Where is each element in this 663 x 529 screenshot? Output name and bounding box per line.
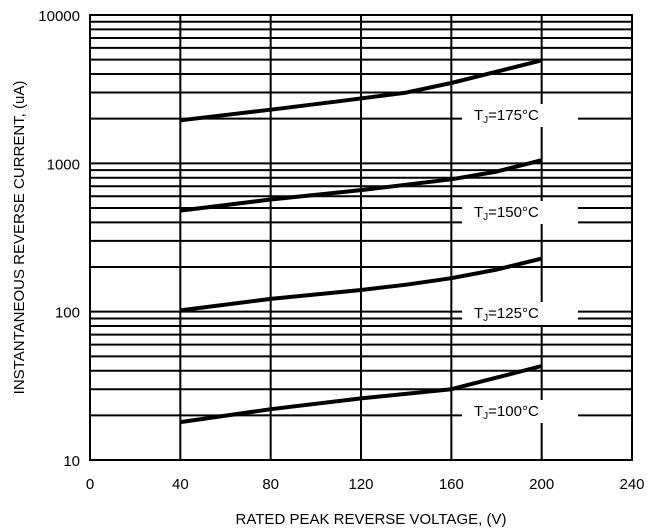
series-label-bg	[462, 302, 578, 325]
x-tick-label: 80	[262, 476, 279, 493]
series-label-subscript: J	[483, 313, 488, 324]
y-tick-label: 1000	[47, 156, 80, 173]
series-line-1	[180, 58, 543, 123]
series-line-3	[180, 256, 543, 313]
series-label-rest: =125°C	[488, 305, 539, 322]
x-axis-title: RATED PEAK REVERSE VOLTAGE, (V)	[236, 511, 507, 528]
series-label-bg	[462, 104, 578, 127]
series-line-4	[180, 364, 543, 425]
series-label-subscript: J	[483, 411, 488, 422]
series-lines	[180, 58, 543, 425]
x-tick-label: 40	[172, 476, 189, 493]
series-label-main: T	[474, 204, 483, 221]
series-label-3: TJ=125°C	[474, 305, 539, 324]
series-label-bg	[462, 201, 578, 224]
tick-labels: 0 40 80 120 160 200 240 10 100 1000 10000	[38, 8, 644, 493]
series-label-subscript: J	[483, 115, 488, 126]
series-label-rest: =175°C	[488, 107, 539, 124]
series-label-subscript: J	[483, 212, 488, 223]
y-tick-label: 100	[55, 305, 80, 322]
x-tick-label: 160	[439, 476, 464, 493]
x-tick-label: 120	[348, 476, 373, 493]
x-tick-label: 200	[529, 476, 554, 493]
series-line-2	[180, 158, 543, 213]
series-label-4: TJ=100°C	[474, 403, 539, 422]
y-tick-label: 10	[63, 453, 80, 470]
y-tick-label: 10000	[38, 8, 80, 25]
series-label-bg	[462, 400, 578, 423]
series-labels: TJ=175°CTJ=150°CTJ=125°CTJ=100°C	[462, 104, 578, 423]
series-label-rest: =100°C	[488, 403, 539, 420]
series-label-2: TJ=150°C	[474, 204, 539, 223]
y-axis-title: INSTANTANEOUS REVERSE CURRENT, (uA)	[11, 81, 28, 395]
x-tick-label: 0	[86, 476, 94, 493]
series-label-main: T	[474, 107, 483, 124]
series-label-1: TJ=175°C	[474, 107, 539, 126]
series-label-main: T	[474, 305, 483, 322]
series-label-main: T	[474, 403, 483, 420]
x-tick-label: 240	[619, 476, 644, 493]
grid-lines	[90, 15, 632, 460]
series-label-rest: =150°C	[488, 204, 539, 221]
